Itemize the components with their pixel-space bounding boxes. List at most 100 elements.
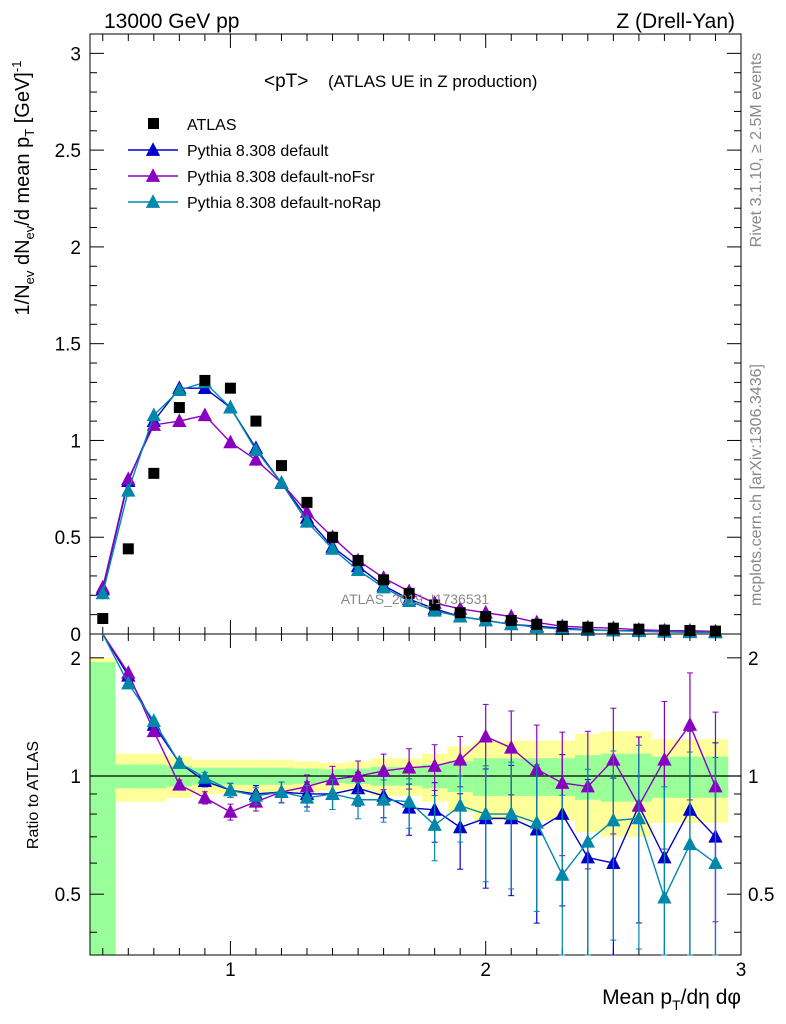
series-marker — [248, 452, 264, 466]
y-axis-label: 1/Nev dNev/d mean pT [GeV]-1 — [9, 61, 37, 316]
x-tick-label: 1 — [225, 960, 236, 981]
chart-subtitle: (ATLAS UE in Z production) — [328, 72, 537, 91]
ratio-marker — [682, 717, 698, 731]
data-point — [224, 382, 236, 394]
data-point — [709, 625, 721, 637]
data-point — [301, 496, 313, 508]
ratio-panel: 1 2 3 0.5 0.5 1 1 2 2 — [55, 633, 774, 981]
data-point — [148, 467, 160, 479]
y-tick-label: 1 — [70, 431, 81, 452]
y-tick-label: 0 — [70, 625, 81, 646]
ratio-marker — [504, 739, 519, 754]
ratio-marker — [427, 817, 442, 831]
y-tick-label: 3 — [70, 44, 81, 65]
data-point — [97, 613, 109, 625]
ratio-band-green — [90, 662, 116, 955]
ratio-marker — [401, 759, 417, 774]
data-point — [327, 531, 339, 543]
ratio-marker — [299, 790, 315, 804]
data-point — [403, 587, 415, 599]
ratio-marker — [121, 675, 136, 690]
ratio-marker — [504, 806, 519, 820]
x-tick-label: 3 — [736, 960, 747, 981]
series-marker — [299, 504, 315, 518]
legend-label: Pythia 8.308 default-noFsr — [187, 169, 375, 186]
data-point — [454, 607, 466, 619]
data-point — [275, 460, 287, 472]
data-point — [633, 623, 645, 635]
ratio-marker — [172, 776, 187, 791]
ratio-marker — [631, 810, 647, 825]
ratio-marker — [197, 769, 213, 784]
data-point — [582, 621, 594, 633]
data-point — [250, 415, 262, 427]
data-point — [352, 554, 364, 566]
ratio-marker — [146, 723, 161, 738]
ratio-marker — [223, 782, 238, 797]
ratio-marker — [427, 758, 442, 772]
ratio-tick-label: 2 — [70, 649, 81, 670]
ratio-marker — [529, 814, 544, 829]
data-point — [429, 599, 441, 611]
series-marker — [172, 382, 187, 396]
header-right: Z (Drell-Yan) — [616, 10, 735, 33]
y-tick-label: 2 — [70, 238, 81, 259]
series-marker — [121, 482, 136, 497]
data-point — [173, 402, 185, 414]
chart-title: <pT> — [264, 71, 308, 92]
ratio-marker — [146, 713, 161, 727]
legend-marker — [145, 168, 161, 182]
series-marker — [197, 407, 213, 422]
ratio-marker — [657, 889, 672, 904]
data-point — [378, 574, 390, 586]
watermark: ATLAS_2019_I1736531 — [341, 591, 490, 607]
rivet-label: Rivet 3.1.10, ≥ 2.5M events — [748, 53, 765, 248]
ratio-marker — [376, 791, 391, 806]
series-marker — [274, 475, 289, 489]
ratio-marker — [708, 855, 723, 869]
main-panel: 0 0.5 1 1.5 2 2.5 3 — [55, 33, 742, 646]
ratio-marker — [478, 728, 493, 743]
y-tick-label: 0.5 — [55, 528, 81, 549]
legend: ATLAS Pythia 8.308 default Pythia 8.308 de… — [128, 117, 381, 212]
data-point — [505, 614, 517, 626]
ratio-marker — [223, 804, 238, 818]
legend-label: ATLAS — [187, 117, 237, 134]
series-marker — [121, 471, 136, 486]
ratio-tick-label-right: 0.5 — [748, 885, 774, 906]
series-marker — [146, 407, 161, 422]
x-tick-label: 2 — [480, 960, 491, 981]
ratio-tick-label-right: 1 — [748, 767, 759, 788]
ratio-marker — [580, 833, 595, 848]
y-tick-label: 2.5 — [55, 141, 81, 162]
ratio-marker — [682, 836, 698, 851]
y-tick-label: 1.5 — [55, 335, 81, 356]
x-axis-label: Mean pT/dη dφ — [602, 986, 741, 1013]
ratio-tick-label: 0.5 — [55, 885, 81, 906]
data-point — [607, 622, 619, 634]
ratio-marker — [555, 775, 570, 789]
ratio-marker — [325, 786, 340, 800]
header-left: 13000 GeV pp — [104, 10, 239, 33]
ratio-marker — [197, 790, 213, 804]
ratio-marker — [376, 763, 391, 777]
data-point — [684, 625, 696, 637]
ratio-marker — [657, 751, 672, 766]
series-marker — [401, 593, 417, 607]
ratio-marker — [172, 755, 187, 769]
legend-marker — [145, 194, 161, 208]
ratio-marker — [274, 784, 289, 798]
series-marker — [172, 413, 187, 427]
ratio-tick-label: 1 — [70, 767, 81, 788]
series-marker — [223, 399, 238, 414]
ratio-marker — [555, 867, 570, 881]
data-point — [556, 620, 568, 632]
data-point — [480, 611, 492, 623]
data-point — [531, 618, 543, 630]
series-marker — [299, 513, 315, 528]
ratio-marker — [350, 791, 366, 806]
data-point — [122, 543, 134, 555]
ratio-marker — [248, 788, 264, 802]
data-point — [658, 624, 670, 636]
